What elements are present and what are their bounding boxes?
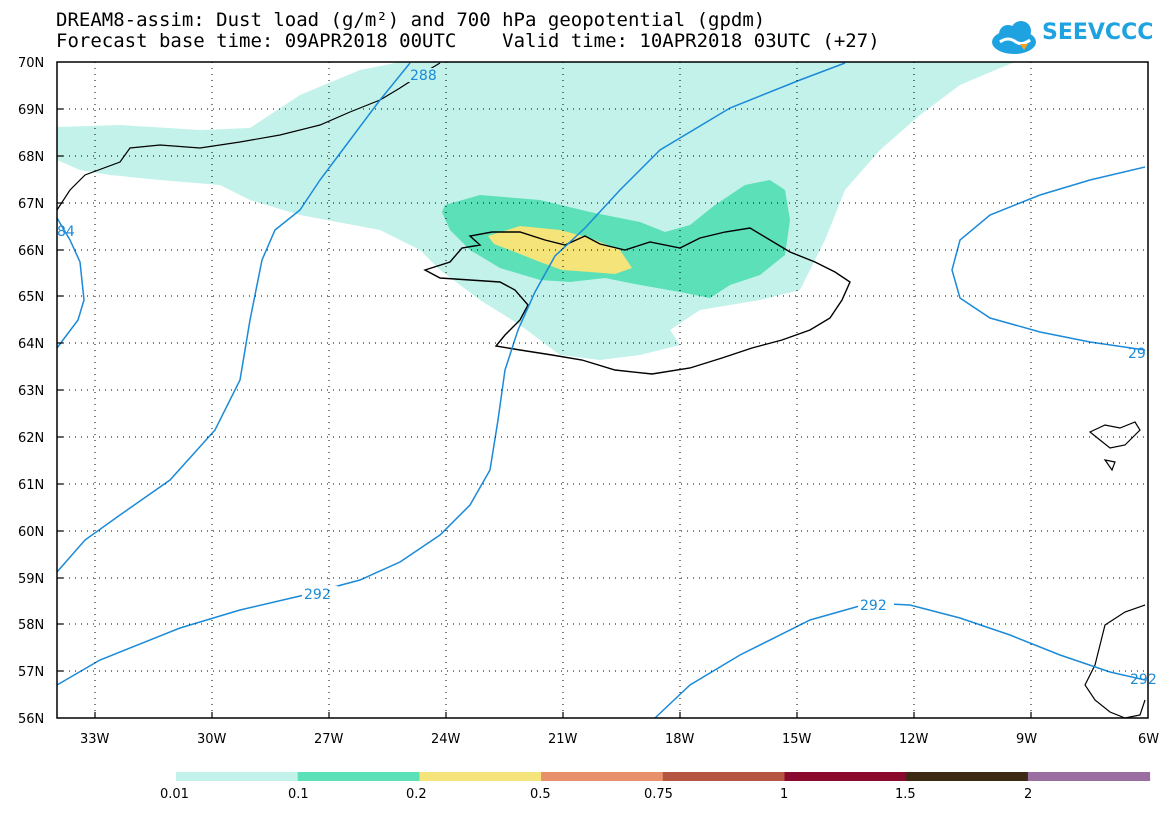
greenland-coastline	[56, 62, 441, 211]
legend-label: 0.01	[160, 787, 189, 802]
contour-292-west	[56, 62, 846, 686]
lon-label: 30W	[197, 732, 227, 747]
contour-292-south	[654, 602, 1146, 719]
lon-label: 9W	[1016, 732, 1037, 747]
lon-label: 33W	[80, 732, 110, 747]
legend-swatch	[297, 772, 420, 781]
faroe-islands	[1088, 421, 1141, 472]
lat-label: 60N	[18, 525, 44, 540]
lon-label: 24W	[431, 732, 461, 747]
scotland-coastline	[1084, 604, 1146, 719]
lon-label: 18W	[665, 732, 695, 747]
contour-288	[56, 62, 411, 573]
lat-label: 56N	[18, 712, 44, 727]
contour-labels: 288 292 292 292 84 29	[57, 68, 1157, 688]
lat-label: 66N	[18, 244, 44, 259]
chart-subtitle: Forecast base time: 09APR2018 00UTC Vali…	[56, 31, 880, 51]
legend-swatch	[662, 772, 785, 781]
latitude-labels: 70N 69N 68N 67N 66N 65N 64N 63N 62N 61N …	[18, 56, 44, 727]
lon-label: 27W	[314, 732, 344, 747]
chart-title: DREAM8-assim: Dust load (g/m²) and 700 h…	[56, 9, 766, 31]
legend-swatch	[784, 772, 907, 781]
seevccc-logo	[992, 21, 1036, 54]
legend-label: 2	[1024, 787, 1032, 802]
contour-label: 292	[304, 587, 331, 603]
lat-label: 64N	[18, 337, 44, 352]
dust-field-0.1	[442, 180, 790, 298]
tick-marks	[57, 108, 1032, 718]
longitude-labels: 33W 30W 27W 24W 21W 18W 15W 12W 9W 6W	[80, 732, 1159, 747]
forecast-base-time: Forecast base time: 09APR2018 00UTC	[56, 30, 457, 52]
cloud-icon	[992, 21, 1036, 54]
contour-292-east	[951, 166, 1146, 351]
legend-swatch	[1027, 772, 1151, 781]
lat-label: 70N	[18, 56, 44, 71]
legend-swatch	[176, 772, 299, 781]
lon-label: 6W	[1138, 732, 1159, 747]
legend-label: 0.75	[644, 787, 673, 802]
lon-label: 15W	[782, 732, 812, 747]
lat-label: 57N	[18, 665, 44, 680]
lat-label: 69N	[18, 103, 44, 118]
lon-label: 21W	[548, 732, 578, 747]
geopotential-contours	[56, 62, 1146, 719]
lat-label: 61N	[18, 478, 44, 493]
lat-label: 67N	[18, 197, 44, 212]
contour-label: 292	[860, 598, 887, 614]
iceland-coastline	[423, 227, 851, 375]
lat-label: 58N	[18, 618, 44, 633]
dust-field-0.2	[488, 226, 632, 274]
legend-swatch	[541, 772, 664, 781]
lat-label: 59N	[18, 572, 44, 587]
lon-label: 12W	[899, 732, 929, 747]
valid-time: Valid time: 10APR2018 03UTC (+27)	[502, 30, 880, 52]
lat-label: 65N	[18, 290, 44, 305]
lat-label: 62N	[18, 431, 44, 446]
legend-label: 0.2	[406, 787, 427, 802]
contour-label: 84	[57, 224, 75, 240]
legend-label: 0.5	[530, 787, 551, 802]
legend-swatch	[906, 772, 1029, 781]
legend-labels: 0.01 0.1 0.2 0.5 0.75 1 1.5 2	[160, 787, 1032, 802]
logo-text: SEEVCCC	[1042, 20, 1154, 45]
lat-label: 63N	[18, 384, 44, 399]
contour-label: 292	[1130, 672, 1157, 688]
contour-label: 29	[1128, 346, 1146, 362]
legend-swatch	[419, 772, 542, 781]
contour-label: 288	[410, 68, 437, 84]
legend-colorbar	[176, 772, 1151, 781]
legend-label: 1	[780, 787, 788, 802]
legend-label: 0.1	[288, 787, 309, 802]
contour-284	[56, 217, 85, 349]
lat-label: 68N	[18, 150, 44, 165]
legend-label: 1.5	[895, 787, 916, 802]
map-grid	[57, 62, 1148, 718]
